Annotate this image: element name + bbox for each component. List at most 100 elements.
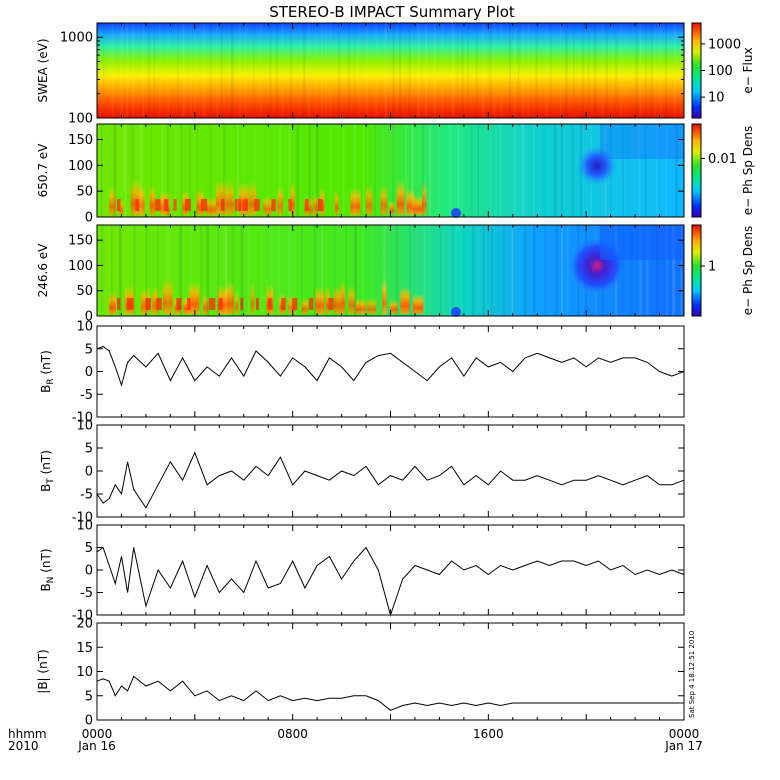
y-axis-label: BT (nT) — [39, 450, 56, 492]
y-axis-label-unit: (nT) — [39, 450, 53, 478]
spectrogram-hot-streak — [301, 298, 308, 314]
panel-frame — [96, 325, 685, 418]
spectrogram-hot-streak — [348, 285, 355, 314]
spectrogram-streak — [276, 23, 278, 118]
spectrogram-streak — [296, 124, 299, 217]
spectrogram-streak — [209, 23, 212, 118]
series-line — [96, 451, 685, 509]
spectrogram-hot-streak — [290, 181, 295, 215]
spectrogram-streak — [324, 23, 327, 118]
spectrogram-streak — [383, 225, 386, 316]
spectrogram-streak — [399, 23, 402, 118]
spectrogram-streak — [666, 225, 669, 316]
y-tick-label: -5 — [80, 488, 93, 503]
spectrogram-streak — [429, 124, 432, 217]
spectrogram-streak — [101, 124, 103, 217]
spectrogram-streak — [625, 23, 627, 118]
panel-frame — [96, 622, 685, 721]
spectrogram-red-cell — [255, 298, 260, 310]
spectrogram-hot-streak — [217, 285, 229, 314]
spectrogram-red-cell — [304, 199, 309, 211]
spectrogram-streak — [342, 124, 345, 217]
y-tick-label: -10 — [72, 411, 93, 426]
spectrogram-streak — [423, 225, 426, 316]
spectrogram-streak — [650, 23, 653, 118]
spectrogram-streak — [150, 124, 152, 217]
spectrogram-streak — [113, 124, 117, 217]
y-tick-label: 0 — [85, 564, 93, 579]
spectrogram-hot-streak — [250, 282, 255, 314]
y-axis-label: |B| (nT) — [36, 649, 50, 693]
spectrogram-streak — [142, 23, 144, 118]
spectrogram-streak — [206, 225, 210, 316]
spectrogram-streak — [182, 23, 185, 118]
spectrogram-streak — [638, 124, 641, 217]
spectrogram-streak — [334, 225, 336, 316]
spectrogram-streak — [167, 124, 170, 217]
spectrogram-streak — [566, 225, 569, 316]
y-tick-label: 150 — [68, 133, 93, 148]
panel-frame — [96, 224, 685, 317]
spectrogram-red-cell — [201, 199, 208, 211]
spectrogram-streak — [550, 23, 552, 118]
spectrogram-streak — [189, 124, 191, 217]
spectrogram-streak — [533, 225, 536, 316]
spectrogram-streak — [645, 23, 647, 118]
spectrogram-streak — [441, 23, 444, 118]
spectrogram-streak — [424, 23, 428, 118]
spectrogram-streak — [216, 23, 218, 118]
spectrogram-streak — [482, 23, 485, 118]
spectrogram-red-cell — [317, 199, 323, 211]
y-tick-label: 10 — [76, 519, 93, 534]
spectrogram-red-cell — [281, 298, 286, 310]
spectrogram-streak — [269, 23, 272, 118]
spectrogram-streak — [224, 225, 227, 316]
y-tick-label: 15 — [76, 641, 93, 656]
y-axis-label-unit: (nT) — [39, 548, 53, 576]
spectrogram-hot-streak — [400, 286, 410, 314]
spectrogram-streak — [451, 225, 455, 316]
spectrogram-streak — [395, 225, 398, 316]
y-axis-label-main: B — [39, 385, 53, 393]
spectrogram-streak — [456, 23, 459, 118]
colorbar-label: e− Ph Sp Dens — [741, 226, 755, 315]
spectrogram-streak — [240, 225, 244, 316]
spectrogram-streak — [290, 23, 293, 118]
spectrogram-streak — [230, 23, 234, 118]
spectrogram-streak — [488, 23, 492, 118]
spectrogram-streak — [231, 225, 235, 316]
spectrogram-hot-streak — [205, 197, 217, 215]
spectrogram-streak — [354, 225, 357, 316]
spectrogram-red-cell — [117, 298, 121, 310]
spectrogram-streak — [353, 124, 356, 217]
spectrogram-streak — [111, 225, 113, 316]
spectrogram-streak — [130, 124, 134, 217]
spectrogram-streak — [190, 225, 192, 316]
spectrogram-hot-streak — [366, 298, 377, 314]
spectrogram-streak — [271, 225, 273, 316]
spectrogram-streak — [337, 23, 340, 118]
spectrogram-streak — [659, 23, 662, 118]
y-tick-label: -10 — [72, 609, 93, 624]
spectrogram-hot-streak — [313, 192, 318, 215]
spectrogram-hot-streak — [350, 187, 361, 215]
spectrogram-streak — [560, 124, 563, 217]
spectrogram-streak — [493, 23, 496, 118]
spectrogram-blue-band — [600, 124, 684, 159]
spectrogram-streak — [161, 124, 165, 217]
spectrogram-streak — [475, 23, 478, 118]
y-axis-label-subscript: T — [46, 478, 56, 485]
spectrogram-streak — [111, 23, 114, 118]
spectrogram-streak — [680, 225, 683, 316]
spectrogram-hot-streak — [263, 195, 273, 215]
spectrogram-streak — [308, 124, 311, 217]
y-tick-label: 50 — [76, 185, 93, 200]
spectrogram-streak — [417, 23, 420, 118]
spectrogram-streak — [120, 23, 123, 118]
spectrogram-streak — [288, 225, 291, 316]
spectrogram-streak — [267, 124, 269, 217]
spectrogram-streak — [564, 23, 568, 118]
y-axis-label-main: B — [39, 484, 53, 492]
spectrogram-hot-streak — [406, 188, 415, 215]
spectrogram-red-cell — [240, 298, 244, 310]
